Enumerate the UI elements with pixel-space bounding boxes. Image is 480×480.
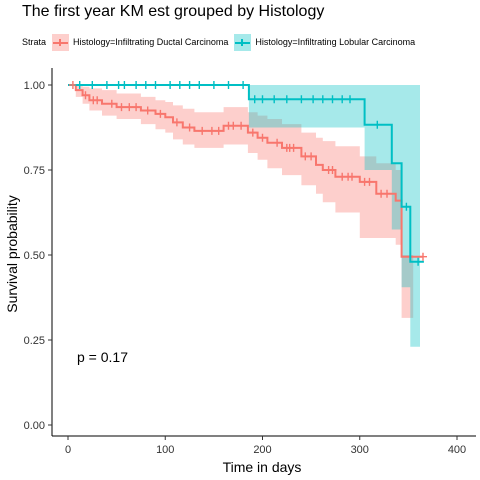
legend-title: Strata: [22, 37, 47, 47]
x-axis-title: Time in days: [223, 459, 302, 475]
legend: Strata Histology=Infiltrating Ductal Car…: [22, 33, 421, 51]
censor-mark-0-18: [248, 128, 257, 137]
censor-mark-0-25: [307, 152, 316, 161]
censor-mark-0-8: [143, 106, 152, 115]
legend-label-lobular: Histology=Infiltrating Lobular Carcinoma: [255, 37, 416, 47]
censor-mark-1-23: [338, 95, 347, 104]
legend-key-lobular: [234, 33, 252, 51]
ci-band-1: [68, 85, 420, 347]
censor-mark-0-20: [273, 138, 282, 147]
censor-mark-1-13: [224, 81, 233, 89]
censor-mark-1-4: [120, 81, 129, 89]
chart-title: The first year KM est grouped by Histolo…: [22, 3, 325, 20]
legend-label-ductal: Histology=Infiltrating Ductal Carcinoma: [73, 37, 229, 47]
censor-mark-1-0: [75, 81, 84, 89]
y-tick-label-4: 1.00: [24, 80, 45, 92]
y-tick-label-1: 0.25: [24, 335, 45, 347]
censor-mark-1-9: [175, 81, 184, 89]
censor-mark-0-35: [419, 252, 427, 261]
legend-key-ductal: [52, 33, 70, 51]
censor-mark-1-19: [297, 95, 306, 104]
censor-mark-0-16: [229, 121, 238, 130]
legend-entry-ductal: Histology=Infiltrating Ductal Carcinoma: [52, 33, 229, 51]
censor-mark-0-1: [81, 91, 90, 100]
y-tick-label-3: 0.75: [24, 165, 45, 177]
censor-mark-1-2: [102, 81, 111, 89]
censor-mark-1-22: [328, 95, 337, 104]
censor-mark-1-21: [318, 95, 327, 104]
y-axis-title: Survival probability: [4, 195, 20, 313]
censor-mark-1-8: [166, 81, 175, 89]
x-tick-label-3: 300: [351, 444, 369, 456]
censor-mark-0-27: [328, 166, 337, 174]
censor-mark-0-9: [156, 109, 165, 118]
x-tick-label-4: 400: [448, 444, 466, 456]
censor-mark-0-10: [172, 118, 181, 127]
censor-mark-1-10: [185, 81, 194, 89]
censor-mark-0-12: [198, 126, 207, 135]
p-value-annotation: p = 0.17: [77, 349, 128, 365]
censor-mark-0-4: [107, 99, 116, 108]
censor-mark-0-17: [237, 121, 246, 130]
censor-mark-0-30: [348, 172, 356, 181]
censor-mark-0-3: [93, 96, 102, 105]
x-tick-label-1: 100: [156, 444, 174, 456]
censor-mark-0-7: [132, 103, 141, 112]
censor-mark-1-25: [373, 120, 382, 129]
censor-mark-0-34: [383, 189, 391, 198]
censor-mark-1-11: [195, 81, 204, 89]
censor-mark-1-17: [270, 95, 279, 104]
censor-mark-1-26: [402, 202, 411, 211]
censor-mark-0-32: [365, 177, 374, 186]
survival-curve-1: [68, 84, 424, 263]
censor-mark-1-16: [258, 95, 267, 104]
censor-mark-1-6: [141, 81, 150, 89]
censor-mark-1-12: [209, 81, 218, 89]
x-tick-label-2: 200: [253, 444, 271, 456]
censor-mark-1-14: [239, 81, 248, 89]
censor-mark-1-18: [282, 95, 291, 104]
censor-mark-0-23: [289, 143, 298, 152]
censor-mark-1-7: [151, 81, 160, 89]
censor-mark-1-1: [88, 81, 97, 89]
ci-band-0: [68, 85, 414, 318]
censor-mark-1-15: [250, 95, 259, 104]
censor-mark-1-20: [309, 95, 318, 104]
censor-mark-0-19: [258, 133, 267, 142]
y-tick-label-2: 0.50: [24, 250, 45, 262]
censor-mark-0-13: [207, 126, 216, 135]
legend-entry-lobular: Histology=Infiltrating Lobular Carcinoma: [234, 33, 416, 51]
censor-mark-0-6: [125, 103, 134, 112]
censor-mark-0-14: [214, 126, 223, 135]
censor-mark-0-11: [185, 123, 194, 132]
censor-mark-0-0: [68, 81, 77, 89]
censor-mark-1-27: [414, 257, 423, 266]
y-tick-label-0: 0.00: [24, 420, 45, 432]
censor-mark-1-5: [132, 81, 141, 89]
censor-mark-0-5: [117, 103, 126, 112]
x-tick-label-0: 0: [65, 444, 71, 456]
censor-mark-1-24: [346, 95, 354, 104]
